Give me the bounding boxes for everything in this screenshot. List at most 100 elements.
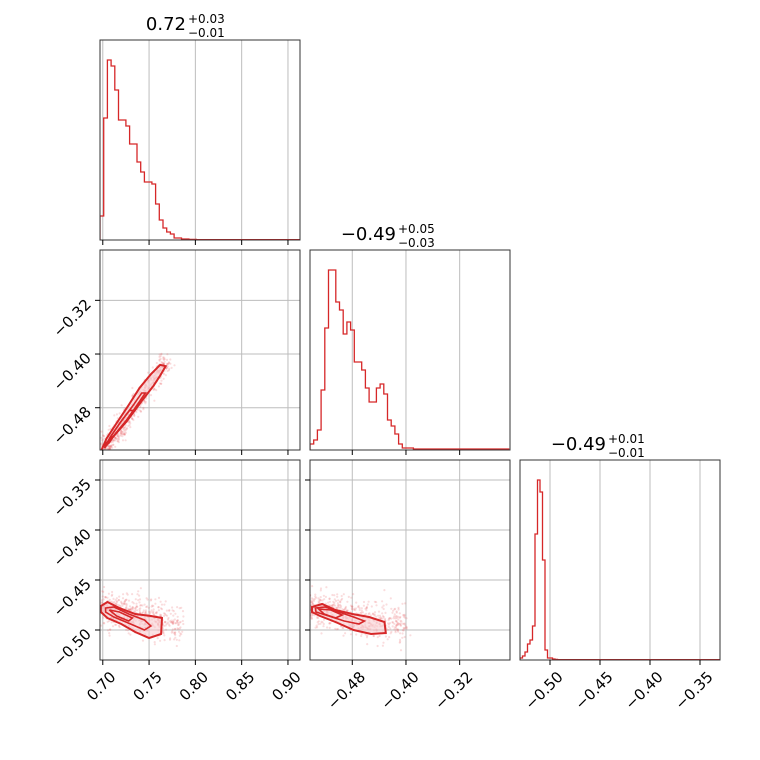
scatter-point (120, 430, 123, 433)
scatter-point (168, 638, 172, 641)
scatter-point (124, 428, 127, 431)
scatter-point (105, 454, 107, 456)
scatter-point (358, 608, 361, 612)
scatter-point (371, 612, 375, 615)
scatter-point (172, 620, 175, 624)
scatter-point (383, 617, 387, 620)
scatter-point (171, 606, 174, 609)
scatter-point (399, 622, 402, 625)
scatter-point (120, 602, 124, 606)
scatter-point (125, 428, 128, 431)
scatter-point (144, 612, 147, 615)
scatter-point (398, 616, 401, 619)
scatter-point (174, 631, 177, 634)
scatter-point (341, 626, 344, 630)
scatter-point (133, 610, 136, 614)
scatter-point (395, 624, 398, 627)
scatter-point (159, 355, 162, 358)
scatter-point (328, 600, 331, 603)
scatter-point (379, 616, 382, 619)
scatter-point (141, 639, 145, 642)
scatter-point (127, 607, 130, 611)
scatter-point (384, 611, 387, 615)
scatter-point (109, 447, 112, 450)
scatter-point (144, 609, 147, 612)
scatter-point (399, 640, 402, 643)
scatter-point (342, 626, 345, 629)
scatter-point (385, 603, 388, 606)
scatter-point (136, 593, 139, 596)
scatter-point (115, 597, 118, 600)
scatter-point (312, 598, 315, 601)
scatter-point (399, 649, 403, 652)
scatter-point (331, 604, 334, 607)
scatter-point (163, 639, 166, 642)
scatter-point (401, 629, 404, 632)
scatter-point (114, 437, 117, 440)
scatter-point (377, 610, 381, 613)
scatter-point (110, 450, 112, 452)
scatter-point (119, 432, 122, 435)
scatter-point (121, 439, 125, 442)
scatter-point (174, 633, 177, 637)
scatter-point (362, 604, 365, 607)
scatter-point (394, 626, 398, 629)
scatter-point (162, 358, 165, 361)
scatter-point (405, 627, 408, 630)
scatter-point (172, 622, 175, 625)
scatter-point (158, 359, 161, 362)
scatter-point (325, 586, 328, 589)
scatter-point (116, 600, 119, 603)
scatter-point (372, 634, 375, 637)
scatter-point (129, 426, 132, 429)
scatter-point (319, 599, 323, 602)
scatter-point (346, 600, 349, 603)
scatter-point (170, 366, 173, 369)
scatter-point (316, 621, 319, 624)
scatter-point (160, 360, 163, 364)
scatter-point (115, 434, 119, 437)
scatter-point (336, 602, 339, 605)
scatter-point (403, 635, 406, 639)
scatter-point (381, 644, 384, 647)
x-tick-label: −0.45 (572, 668, 617, 713)
scatter-point (401, 622, 404, 625)
scatter-point (96, 453, 98, 455)
scatter-point (111, 590, 114, 594)
scatter-point (311, 603, 314, 606)
scatter-point (98, 450, 100, 452)
scatter-point (163, 614, 166, 618)
scatter-point (349, 633, 353, 636)
scatter-point (157, 606, 160, 609)
scatter-point (307, 603, 309, 605)
scatter-point (375, 601, 378, 604)
scatter-point (381, 615, 385, 618)
scatter-point (131, 607, 134, 610)
scatter-point (106, 450, 108, 452)
scatter-point (402, 615, 405, 618)
scatter-point (113, 600, 116, 604)
scatter-point (311, 602, 314, 606)
scatter-point (181, 630, 184, 633)
scatter-point (178, 634, 181, 637)
scatter-point (366, 634, 369, 637)
scatter-point (104, 447, 107, 450)
scatter-point (359, 611, 362, 615)
scatter-point (163, 356, 166, 359)
scatter-point (344, 605, 347, 609)
scatter-point (101, 434, 105, 437)
scatter-point (310, 599, 313, 602)
scatter-point (111, 446, 114, 449)
scatter-point (108, 445, 111, 448)
scatter-point (336, 595, 339, 598)
scatter-point (355, 601, 358, 604)
scatter-point (123, 432, 126, 436)
scatter-point (101, 590, 104, 593)
panel-content (100, 59, 300, 240)
scatter-point (107, 445, 110, 448)
scatter-point (116, 435, 120, 438)
scatter-point (116, 440, 119, 443)
scatter-point (166, 621, 169, 624)
scatter-point (394, 631, 397, 634)
scatter-point (163, 373, 166, 376)
